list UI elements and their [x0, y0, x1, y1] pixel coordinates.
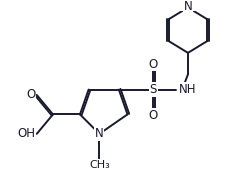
Text: N: N [184, 0, 192, 13]
Text: N: N [95, 127, 104, 140]
Text: CH₃: CH₃ [89, 160, 110, 170]
Text: O: O [149, 58, 158, 71]
Text: O: O [149, 109, 158, 121]
Text: NH: NH [179, 83, 196, 96]
Text: S: S [150, 83, 157, 96]
Text: OH: OH [18, 127, 36, 140]
Text: O: O [26, 89, 36, 101]
